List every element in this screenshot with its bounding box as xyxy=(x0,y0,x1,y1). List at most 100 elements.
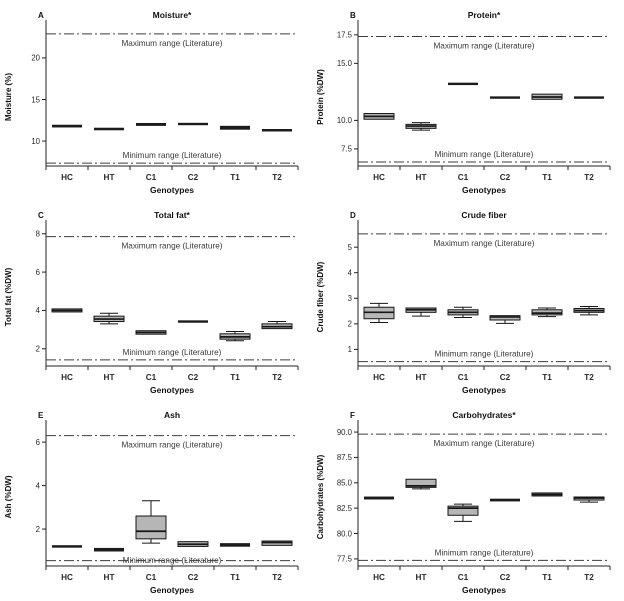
panel-d: D Crude fiber Crude fiber (%DW) 1 2 3 4 5 HC HT C1… xyxy=(312,200,624,400)
panel-c-chart: C Total fat* Total fat (%DW) 2 4 6 8 HC HT C1 C2 T1… xyxy=(4,210,299,395)
y-tick-label: 85.0 xyxy=(337,479,353,488)
x-tick-label-t1: T1 xyxy=(542,573,552,582)
y-tick-label: 17.5 xyxy=(337,31,353,40)
x-tick-label-hc: HC xyxy=(61,373,73,382)
box-hc xyxy=(52,124,82,128)
box-hc xyxy=(363,302,395,324)
x-tick-label-ht: HT xyxy=(416,173,427,182)
box-hc xyxy=(52,545,82,548)
x-tick-label-hc: HC xyxy=(61,573,73,582)
x-tick-label-t1: T1 xyxy=(230,373,240,382)
panel-c: C Total fat* Total fat (%DW) 2 4 6 8 HC HT C1 C2 T1… xyxy=(0,200,312,400)
box-t1 xyxy=(220,543,250,547)
box-ht xyxy=(94,127,124,131)
x-axis-title: Genotypes xyxy=(150,585,194,595)
panel-d-chart: D Crude fiber Crude fiber (%DW) 1 2 3 4 5 HC HT C1… xyxy=(316,210,611,395)
x-tick-label-c2: C2 xyxy=(188,373,199,382)
panel-title: Total fat* xyxy=(154,210,190,220)
box-t1 xyxy=(531,93,563,100)
box-rect xyxy=(447,505,479,516)
x-tick-label-t2: T2 xyxy=(272,373,282,382)
panel-b: B Protein* Protein (%DW) 7.5 10.0 15.0 17.5 HC H… xyxy=(312,0,624,200)
max-range-label: Maximum range (Literature) xyxy=(121,242,222,251)
y-tick-label: 1 xyxy=(348,345,352,354)
flat-box xyxy=(94,127,124,131)
min-range-label: Minimum range (Literature) xyxy=(123,348,222,357)
y-axis-label: Carbohydrates (%DW) xyxy=(316,454,325,539)
panel-f-chart: F Carbohydrates* Carbohydrates (%DW) 77.5 80… xyxy=(316,410,611,595)
box-hc xyxy=(51,308,83,313)
panel-title: Protein* xyxy=(468,10,501,20)
x-tick-label-t1: T1 xyxy=(230,573,240,582)
flat-box xyxy=(364,496,394,500)
box-c2 xyxy=(490,96,520,99)
flat-box xyxy=(178,320,208,323)
x-tick-label-c2: C2 xyxy=(500,173,511,182)
x-axis-title: Genotypes xyxy=(462,185,506,195)
x-tick-label-t2: T2 xyxy=(584,373,594,382)
y-tick-label: 3 xyxy=(348,294,352,303)
box-c2 xyxy=(177,541,209,547)
panel-a-chart: A Moisture* Moisture (%) 10 15 20 HC HT C1 C2 T1 T2… xyxy=(4,10,299,195)
box-hc xyxy=(363,113,395,120)
y-tick-label: 87.5 xyxy=(337,453,353,462)
y-tick-label: 77.5 xyxy=(337,555,353,564)
flat-box xyxy=(448,82,478,86)
x-tick-label-hc: HC xyxy=(61,173,73,182)
y-tick-label: 4 xyxy=(36,481,41,490)
y-tick-label: 5 xyxy=(348,243,353,252)
x-tick-label-c2: C2 xyxy=(188,573,199,582)
box-t1 xyxy=(531,307,563,318)
flat-box xyxy=(178,122,208,126)
y-tick-label: 6 xyxy=(36,268,40,277)
x-tick-label-t1: T1 xyxy=(230,173,240,182)
panel-title: Carbohydrates* xyxy=(452,410,516,420)
box-ht xyxy=(94,547,124,552)
x-tick-label-c1: C1 xyxy=(458,573,469,582)
flat-box xyxy=(52,124,82,128)
panel-title: Moisture* xyxy=(153,10,192,20)
box-ht xyxy=(405,307,437,317)
y-tick-label: 2 xyxy=(348,320,352,329)
y-axis-label: Moisture (%) xyxy=(4,73,13,121)
x-tick-label-ht: HT xyxy=(104,373,115,382)
flat-box xyxy=(94,547,124,552)
box-t2 xyxy=(261,321,293,330)
panel-letter: A xyxy=(38,11,44,20)
box-c2 xyxy=(178,320,208,323)
panel-a: A Moisture* Moisture (%) 10 15 20 HC HT C1 C2 T1 T2… xyxy=(0,0,312,200)
x-tick-label-ht: HT xyxy=(104,173,115,182)
x-tick-label-c1: C1 xyxy=(146,373,157,382)
panel-e-chart: E Ash Ash (%DW) 2 4 6 HC HT C1 C2 T1 T2 Genotypes Max… xyxy=(4,410,299,595)
panel-letter: D xyxy=(350,211,356,220)
y-tick-label: 6 xyxy=(36,438,40,447)
y-tick-label: 2 xyxy=(36,345,40,354)
y-tick-label: 15.0 xyxy=(337,59,353,68)
flat-box xyxy=(574,96,604,99)
y-tick-label: 7.5 xyxy=(341,145,353,154)
y-tick-label: 4 xyxy=(36,306,41,315)
y-tick-label: 8 xyxy=(36,230,40,239)
max-range-label: Maximum range (Literature) xyxy=(433,239,534,248)
max-range-label: Maximum range (Literature) xyxy=(121,441,222,450)
flat-box xyxy=(52,545,82,548)
x-tick-label-t1: T1 xyxy=(542,373,552,382)
x-axis-title: Genotypes xyxy=(150,385,194,395)
x-tick-label-t2: T2 xyxy=(272,173,282,182)
panel-title: Crude fiber xyxy=(461,210,507,220)
flat-box xyxy=(490,96,520,99)
box-t2 xyxy=(262,129,292,132)
box-t1 xyxy=(531,492,563,497)
box-c1 xyxy=(135,330,167,335)
box-t2 xyxy=(574,96,604,99)
box-t1 xyxy=(220,125,250,130)
flat-box xyxy=(490,498,520,502)
box-c1 xyxy=(447,503,479,522)
flat-box xyxy=(220,125,250,130)
max-range-label: Maximum range (Literature) xyxy=(433,42,534,51)
min-range-label: Minimum range (Literature) xyxy=(435,350,534,359)
x-tick-label-hc: HC xyxy=(373,373,385,382)
x-tick-label-c2: C2 xyxy=(500,373,511,382)
panel-letter: F xyxy=(350,411,355,420)
max-range-label: Maximum range (Literature) xyxy=(121,39,222,48)
